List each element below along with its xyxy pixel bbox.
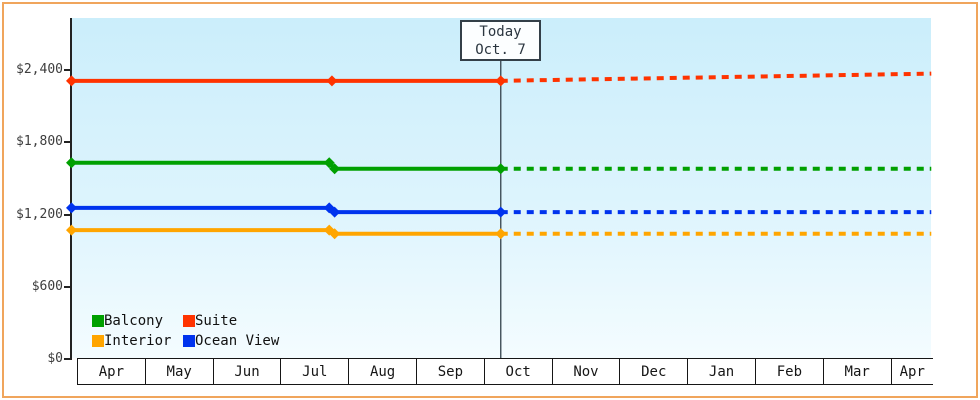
today-date: Oct. 7 bbox=[475, 41, 526, 58]
legend-item-balcony: Balcony bbox=[92, 311, 183, 331]
y-axis-tick-label: $600 bbox=[31, 279, 63, 294]
month-cell: Jul bbox=[281, 359, 350, 384]
legend-item-suite: Suite bbox=[183, 311, 237, 331]
month-cell: Dec bbox=[620, 359, 689, 384]
legend-label: Ocean View bbox=[195, 333, 280, 349]
month-cell: Oct bbox=[485, 359, 553, 384]
y-axis-tick bbox=[64, 141, 72, 143]
interior-color-swatch bbox=[92, 335, 104, 347]
y-axis-tick-label: $0 bbox=[47, 351, 63, 366]
y-axis-tick bbox=[64, 214, 72, 216]
y-axis-tick bbox=[64, 69, 72, 71]
today-marker-box: Today Oct. 7 bbox=[460, 20, 541, 61]
y-axis-tick bbox=[64, 358, 72, 360]
month-cell: Aug bbox=[349, 359, 417, 384]
x-axis-month-band: Apr May Jun Jul Aug Sep Oct Nov Dec Jan Feb Mar Apr bbox=[77, 358, 933, 385]
month-cell: Apr bbox=[899, 363, 925, 380]
plot-area bbox=[72, 18, 931, 358]
y-axis-tick-label: $1,200 bbox=[16, 207, 63, 222]
legend-label: Balcony bbox=[104, 313, 164, 329]
month-cell: Jan bbox=[688, 359, 756, 384]
month-cell: May bbox=[146, 359, 214, 384]
month-cell: Sep bbox=[417, 359, 485, 384]
legend-item-ocean-view: Ocean View bbox=[183, 331, 279, 351]
legend-item-interior: Interior bbox=[92, 331, 183, 351]
y-axis-tick-label: $1,800 bbox=[16, 134, 63, 149]
month-cell: Jun bbox=[214, 359, 282, 384]
y-axis-line bbox=[70, 18, 72, 359]
month-cell: Nov bbox=[553, 359, 621, 384]
ocean-view-color-swatch bbox=[183, 335, 195, 347]
month-cell: Apr bbox=[78, 359, 146, 384]
today-label: Today bbox=[479, 23, 522, 40]
balcony-color-swatch bbox=[92, 315, 104, 327]
month-cell: Mar bbox=[824, 359, 892, 384]
month-cell: Feb bbox=[756, 359, 824, 384]
suite-color-swatch bbox=[183, 315, 195, 327]
y-axis-tick-label: $2,400 bbox=[16, 62, 63, 77]
legend-label: Suite bbox=[195, 313, 238, 329]
legend-label: Interior bbox=[104, 333, 172, 349]
y-axis-tick bbox=[64, 286, 72, 288]
legend-row: Balcony Suite bbox=[92, 311, 279, 331]
legend-row: Interior Ocean View bbox=[92, 331, 279, 351]
chart-legend: Balcony Suite Interior Ocean View bbox=[92, 311, 279, 351]
